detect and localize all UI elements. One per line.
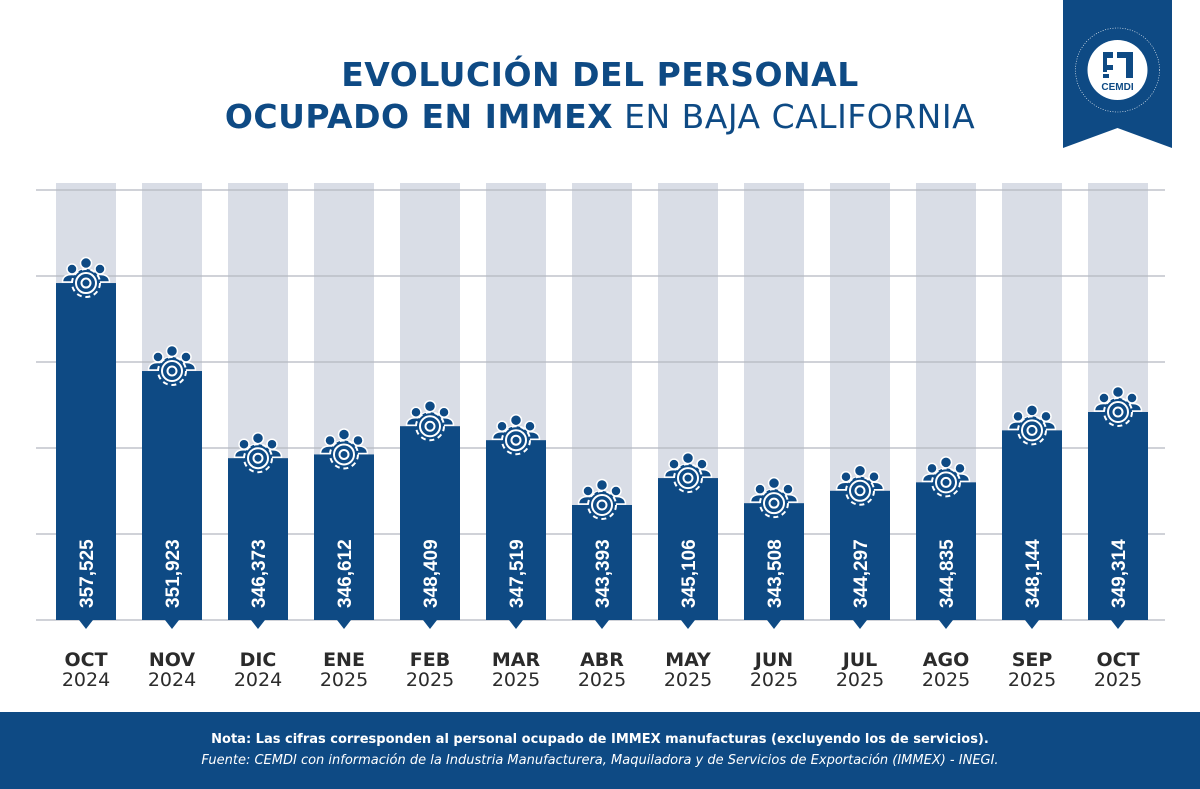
- bar: [56, 283, 116, 620]
- x-tick-year: 2025: [492, 669, 540, 691]
- x-tick-month: NOV: [149, 649, 196, 671]
- x-tick-year: 2024: [234, 669, 282, 691]
- bar-pointer: [939, 620, 953, 629]
- title-line-2: OCUPADO EN IMMEX EN BAJA CALIFORNIA: [0, 97, 1200, 136]
- bar: [1088, 412, 1148, 620]
- x-tick-month: DIC: [240, 649, 277, 671]
- bar: [228, 458, 288, 620]
- bar-chart: 357,525OCT2024351,923NOV2024346,373DIC20…: [36, 183, 1165, 691]
- bar-pointer: [767, 620, 781, 629]
- bar: [916, 482, 976, 620]
- people-gear-icon: [61, 256, 111, 299]
- people-gear-icon: [749, 476, 799, 519]
- bar-value-label: 347,519: [507, 539, 528, 608]
- bar: [572, 504, 632, 620]
- people-gear-icon: [147, 344, 197, 387]
- bar-pointer: [79, 620, 93, 629]
- bar: [400, 426, 460, 620]
- people-gear-icon: [921, 456, 971, 498]
- x-tick-month: FEB: [410, 649, 450, 671]
- bar-value-label: 343,508: [765, 539, 786, 608]
- bar-value-label: 345,106: [679, 539, 700, 608]
- x-tick-year: 2025: [406, 669, 454, 691]
- x-tick-year: 2025: [1008, 669, 1056, 691]
- bar: [142, 371, 202, 620]
- bar-value-label: 349,314: [1109, 539, 1130, 608]
- people-gear-icon: [663, 451, 713, 494]
- bar-pointer: [1025, 620, 1039, 629]
- people-gear-icon: [233, 431, 283, 474]
- bar: [744, 503, 804, 620]
- x-tick-year: 2025: [664, 669, 712, 691]
- x-tick-month: MAY: [665, 649, 711, 671]
- bar-value-label: 344,297: [851, 539, 872, 608]
- people-gear-icon: [405, 399, 455, 442]
- x-tick-year: 2025: [922, 669, 970, 691]
- bar-pointer: [1111, 620, 1125, 629]
- bar-value-label: 343,393: [593, 539, 614, 608]
- x-tick-year: 2025: [1094, 669, 1142, 691]
- bar-value-label: 348,409: [421, 539, 442, 608]
- x-tick-month: ENE: [323, 649, 365, 671]
- bar-value-label: 348,144: [1023, 539, 1044, 608]
- x-tick-month: JUL: [841, 649, 878, 671]
- bar-value-label: 351,923: [163, 539, 184, 608]
- title-bold: OCUPADO EN IMMEX: [224, 97, 614, 136]
- x-tick-year: 2025: [836, 669, 884, 691]
- x-tick-month: JUN: [753, 649, 793, 671]
- footer: Nota: Las cifras corresponden al persona…: [0, 712, 1200, 789]
- people-gear-icon: [319, 428, 369, 470]
- bar: [1002, 430, 1062, 620]
- people-gear-icon: [1007, 404, 1057, 446]
- bar-pointer: [595, 620, 609, 629]
- title-line-1: EVOLUCIÓN DEL PERSONAL: [341, 55, 859, 94]
- footer-note: Nota: Las cifras corresponden al persona…: [211, 732, 989, 747]
- bar: [658, 478, 718, 620]
- people-gear-icon: [1093, 385, 1143, 428]
- people-gear-icon: [835, 464, 885, 506]
- bar-value-label: 346,373: [249, 539, 270, 608]
- bar-value-label: 344,835: [937, 539, 958, 608]
- bar: [314, 454, 374, 620]
- x-tick-month: OCT: [64, 649, 107, 671]
- people-gear-icon: [577, 478, 627, 520]
- x-tick-year: 2025: [320, 669, 368, 691]
- bar-pointer: [853, 620, 867, 629]
- bar-pointer: [337, 620, 351, 629]
- footer-source: Fuente: CEMDI con información de la Indu…: [201, 753, 999, 768]
- svg-text:CEMDI: CEMDI: [1101, 82, 1133, 93]
- bar-pointer: [251, 620, 265, 629]
- x-tick-year: 2024: [62, 669, 110, 691]
- x-tick-year: 2025: [578, 669, 626, 691]
- bar-pointer: [681, 620, 695, 629]
- x-tick-month: MAR: [492, 649, 541, 671]
- x-tick-month: AGO: [923, 649, 969, 671]
- x-tick-year: 2024: [148, 669, 196, 691]
- people-gear-icon: [491, 413, 541, 456]
- bar-pointer: [509, 620, 523, 629]
- x-tick-month: OCT: [1096, 649, 1139, 671]
- bar-value-label: 357,525: [77, 539, 98, 608]
- bar-value-label: 346,612: [335, 539, 356, 608]
- cemdi-logo: CEMDI: [1063, 0, 1172, 148]
- bar: [830, 490, 890, 620]
- title-light: EN BAJA CALIFORNIA: [624, 97, 976, 136]
- bar: [486, 440, 546, 620]
- x-tick-month: SEP: [1012, 649, 1053, 671]
- bar-pointer: [423, 620, 437, 629]
- bar-pointer: [165, 620, 179, 629]
- x-tick-year: 2025: [750, 669, 798, 691]
- x-tick-month: ABR: [580, 649, 624, 671]
